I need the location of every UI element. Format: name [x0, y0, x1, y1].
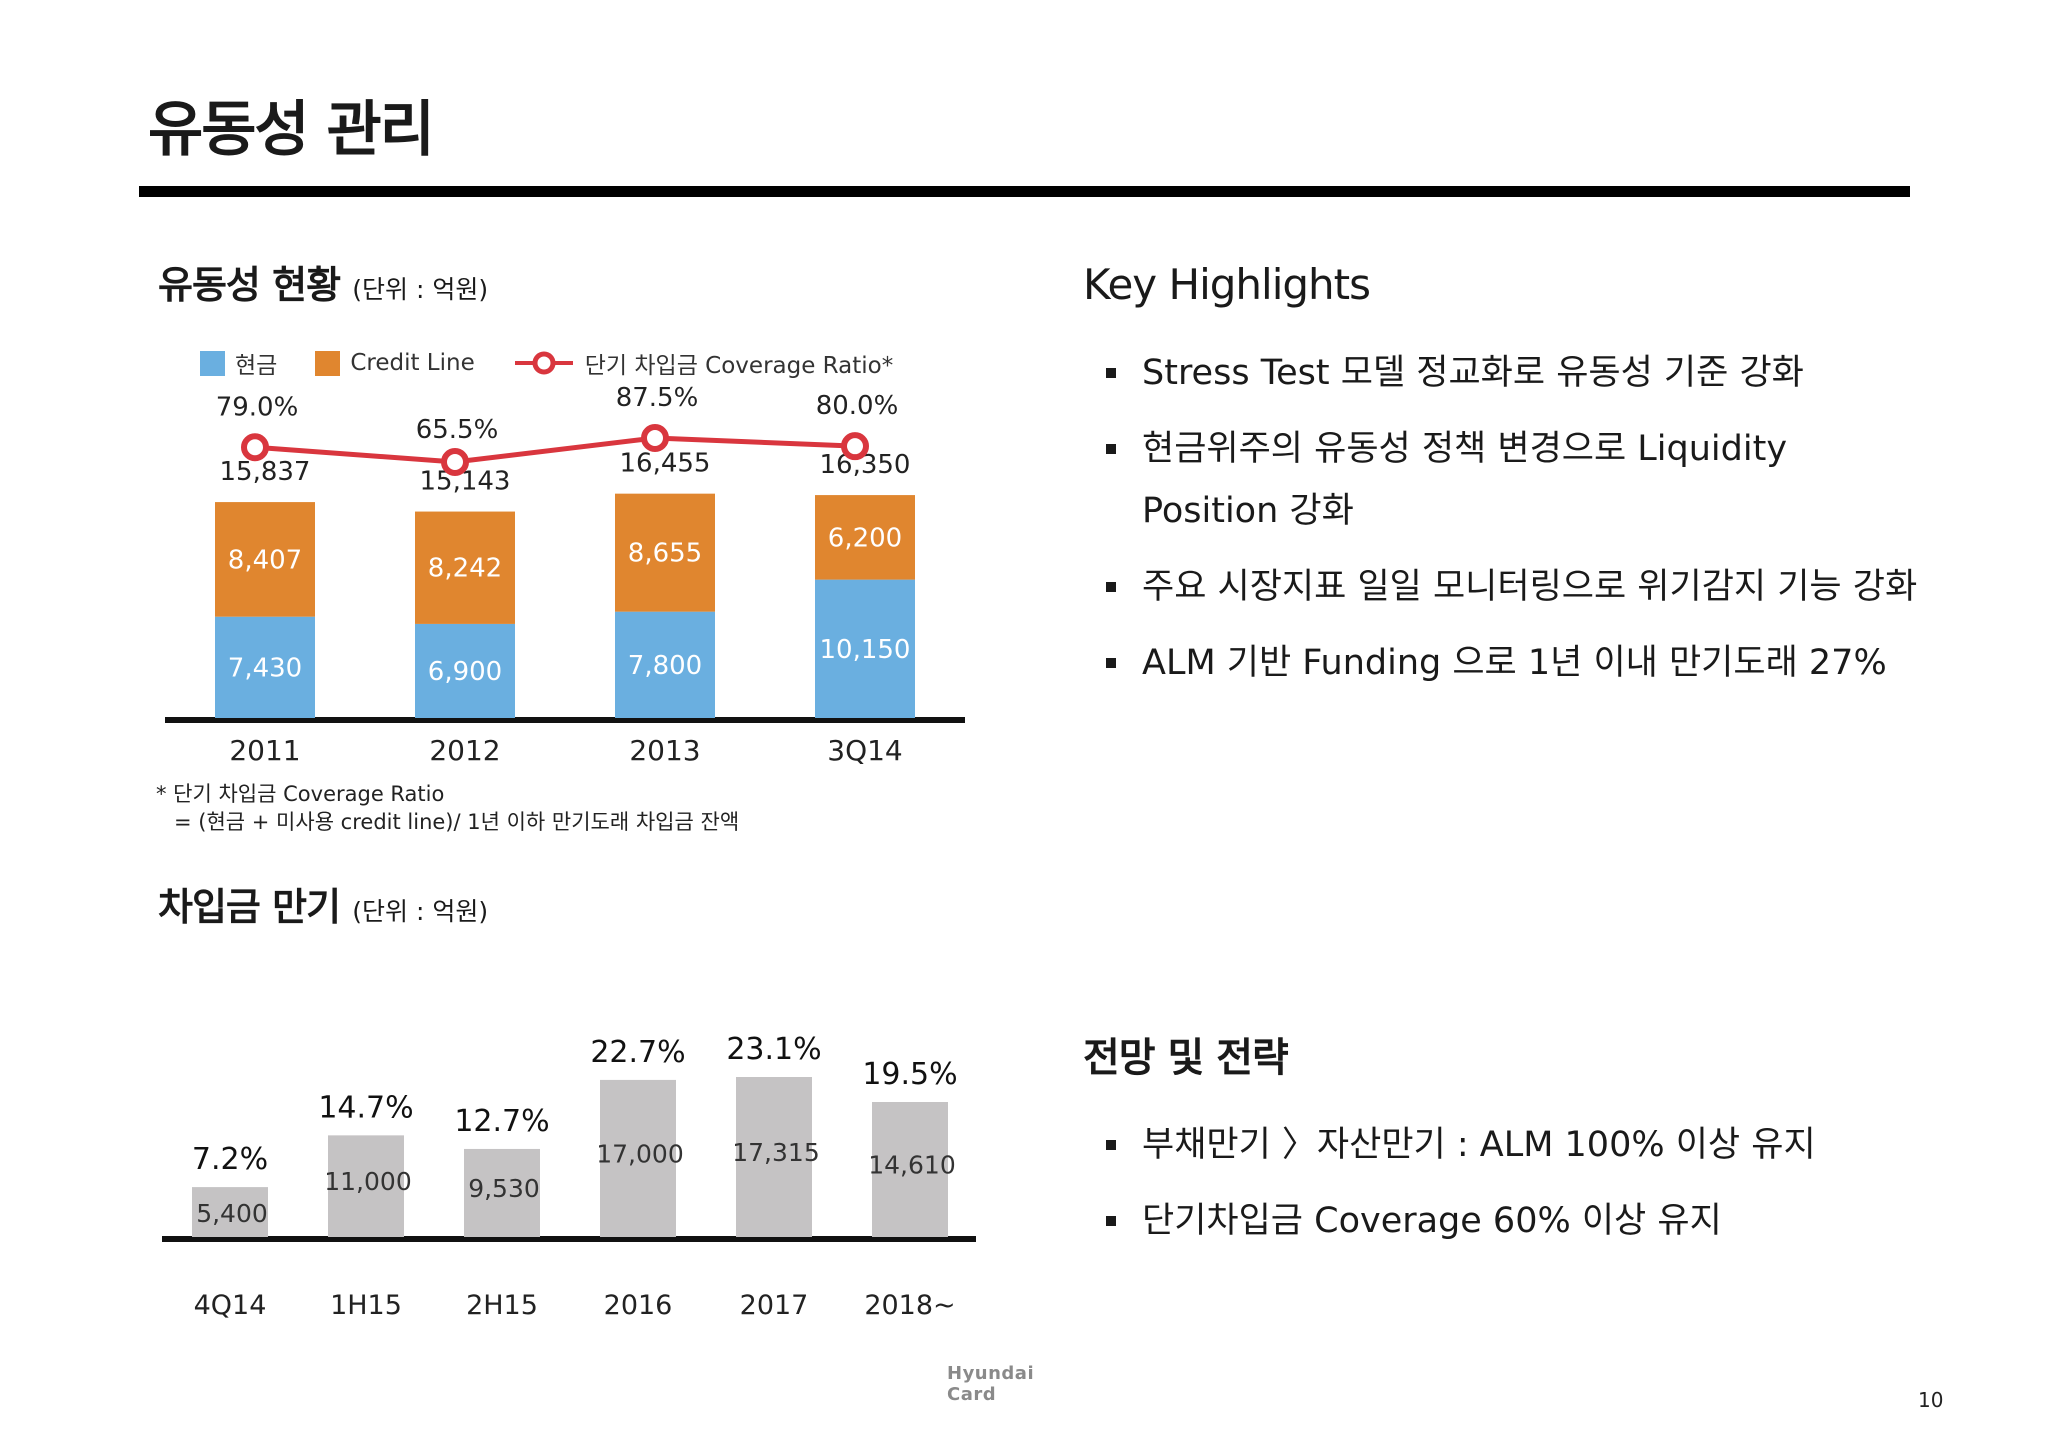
- outlook-list: 부채만기 〉자산만기 : ALM 100% 이상 유지 단기차입금 Covera…: [1106, 1114, 1926, 1252]
- legend-item-ratio: 단기 차입금 Coverage Ratio*: [513, 346, 893, 380]
- bar-label-cash: 6,900: [428, 657, 502, 687]
- bar-label-credit-line: 6,200: [828, 523, 902, 553]
- bar-credit-line: [815, 495, 915, 580]
- coverage-ratio-point: [841, 432, 869, 461]
- bar-total-label: 16,455: [620, 449, 711, 479]
- bar-cash: [215, 616, 315, 718]
- maturity-bar: [464, 1148, 540, 1237]
- x-tick-label: 1H15: [330, 1290, 402, 1321]
- maturity-bar-value-label: 17,315: [732, 1138, 819, 1167]
- maturity-share-label: 12.7%: [454, 1104, 549, 1139]
- coverage-ratio-label: 79.0%: [216, 392, 299, 422]
- maturity-bar-value-label: 9,530: [468, 1174, 540, 1203]
- x-tick-label: 2013: [629, 734, 700, 767]
- bar-credit-line: [215, 502, 315, 617]
- maturity-share-label: 23.1%: [726, 1032, 821, 1067]
- highlight-item: ALM 기반 Funding 으로 1년 이내 만기도래 27%: [1106, 632, 1926, 694]
- legend-label-ratio: 단기 차입금 Coverage Ratio*: [584, 353, 894, 379]
- bar-label-credit-line: 8,242: [428, 554, 502, 584]
- coverage-ratio-point: [241, 433, 269, 462]
- coverage-ratio-point: [441, 448, 469, 476]
- legend-item-credit: Credit Line: [315, 350, 475, 376]
- maturity-bar: [872, 1101, 948, 1237]
- outlook-title: 전망 및 전략: [1083, 1035, 1289, 1081]
- legend-label-credit: Credit Line: [350, 350, 475, 376]
- key-highlights-list: Stress Test 모델 정교화로 유동성 기준 강화 현금위주의 유동성 …: [1106, 342, 1926, 694]
- coverage-ratio-label: 80.0%: [816, 391, 899, 421]
- bar-label-credit-line: 8,655: [628, 539, 702, 569]
- page-number: 10: [1918, 1388, 1944, 1412]
- highlight-item: 주요 시장지표 일일 모니터링으로 위기감지 기능 강화: [1106, 556, 1926, 618]
- footnote-line-1: * 단기 차입금 Coverage Ratio: [156, 782, 445, 806]
- liquidity-section-title: 유동성 현황 (단위 : 억원): [158, 266, 488, 304]
- coverage-ratio-label: 65.5%: [416, 415, 499, 445]
- maturity-bar: [192, 1187, 268, 1237]
- legend-label-cash: 현금: [235, 353, 278, 379]
- coverage-footnote: * 단기 차입금 Coverage Ratio = (현금 + 미사용 cred…: [156, 780, 739, 836]
- x-tick-label: 2017: [740, 1290, 809, 1321]
- footnote-line-2: = (현금 + 미사용 credit line)/ 1년 이하 만기도래 차입금…: [174, 810, 740, 834]
- legend-swatch-credit: [315, 350, 341, 376]
- x-tick-label: 2012: [429, 734, 500, 767]
- maturity-bar: [736, 1077, 812, 1237]
- maturity-bar-value-label: 5,400: [196, 1199, 268, 1228]
- liquidity-title: 유동성 현황: [158, 263, 341, 307]
- maturity-unit: (단위 : 억원): [352, 897, 489, 926]
- bar-label-cash: 7,800: [628, 651, 702, 681]
- key-highlights-title: Key Highlights: [1083, 260, 1371, 309]
- x-tick-label: 3Q14: [827, 734, 902, 767]
- bar-cash: [815, 579, 915, 718]
- logo-text: Hyundai Card: [935, 1360, 1100, 1408]
- bar-credit-line: [615, 493, 715, 612]
- outlook-item: 단기차입금 Coverage 60% 이상 유지: [1106, 1190, 1926, 1252]
- highlight-item: Stress Test 모델 정교화로 유동성 기준 강화: [1106, 342, 1926, 404]
- maturity-share-label: 14.7%: [318, 1090, 413, 1125]
- liquidity-unit: (단위 : 억원): [352, 275, 489, 304]
- maturity-title: 차입금 만기: [158, 885, 341, 929]
- x-tick-label: 2016: [604, 1290, 673, 1321]
- coverage-ratio-label: 87.5%: [616, 383, 699, 413]
- liquidity-legend: 현금 Credit Line 단기 차입금 Coverage Ratio*: [200, 346, 931, 380]
- maturity-bar: [328, 1135, 404, 1237]
- bar-cash: [615, 611, 715, 718]
- title-divider: [139, 186, 1910, 197]
- maturity-bar-value-label: 17,000: [596, 1139, 683, 1168]
- coverage-ratio-line: [254, 435, 856, 465]
- maturity-bar-value-label: 11,000: [324, 1167, 411, 1196]
- legend-swatch-cash: [200, 350, 225, 376]
- x-tick-label: 4Q14: [194, 1290, 267, 1321]
- maturity-chart: 5,400 7.2% 4Q14 11,000 14.7% 1H15 9,530 12.7% 2H…: [162, 1032, 976, 1321]
- x-tick-label: 2011: [229, 734, 300, 767]
- hyundai-card-logo: Hyundai Card: [935, 1360, 1100, 1408]
- maturity-share-label: 19.5%: [862, 1057, 957, 1092]
- bar-label-credit-line: 8,407: [228, 545, 302, 575]
- maturity-section-title: 차입금 만기 (단위 : 억원): [158, 888, 488, 926]
- bar-total-label: 15,837: [220, 457, 311, 487]
- highlight-item: 현금위주의 유동성 정책 변경으로 Liquidity Position 강화: [1106, 418, 1926, 542]
- x-tick-label: 2H15: [466, 1290, 538, 1321]
- x-tick-label: 2018~: [864, 1290, 955, 1321]
- bar-cash: [415, 623, 515, 718]
- coverage-ratio-point: [641, 424, 669, 452]
- liquidity-chart: 7,4308,40715,83720116,9008,24215,1432012…: [165, 383, 965, 767]
- legend-item-cash: 현금: [200, 346, 277, 380]
- maturity-share-label: 22.7%: [590, 1035, 685, 1070]
- legend-line-marker-icon: [514, 351, 573, 375]
- bar-label-cash: 7,430: [228, 653, 302, 683]
- maturity-share-label: 7.2%: [192, 1142, 268, 1177]
- bar-credit-line: [415, 511, 515, 624]
- outlook-item: 부채만기 〉자산만기 : ALM 100% 이상 유지: [1106, 1114, 1926, 1176]
- maturity-bar: [600, 1079, 676, 1237]
- page-title: 유동성 관리: [148, 95, 435, 165]
- bar-label-cash: 10,150: [820, 635, 911, 665]
- maturity-bar-value-label: 14,610: [868, 1150, 955, 1179]
